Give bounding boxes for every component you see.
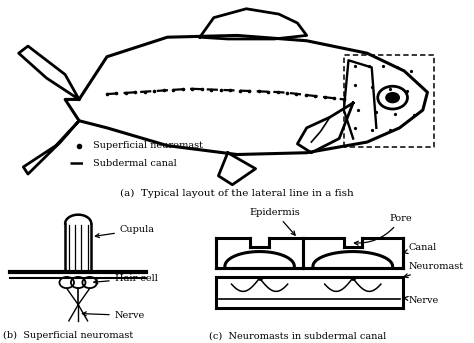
Text: (b)  Superficial neuromast: (b) Superficial neuromast: [3, 331, 133, 340]
Text: Neuromast: Neuromast: [404, 262, 464, 277]
Circle shape: [385, 92, 400, 103]
Text: (c)  Neuromasts in subdermal canal: (c) Neuromasts in subdermal canal: [209, 332, 386, 341]
Text: Hair cell: Hair cell: [94, 274, 157, 284]
Text: Canal: Canal: [403, 243, 437, 253]
Text: (a)  Typical layout of the lateral line in a fish: (a) Typical layout of the lateral line i…: [120, 189, 354, 198]
Text: Nerve: Nerve: [82, 311, 145, 320]
Text: Nerve: Nerve: [403, 296, 439, 305]
Text: Superficial neuromast: Superficial neuromast: [93, 141, 203, 150]
Text: Epidermis: Epidermis: [249, 208, 301, 235]
Text: Subdermal canal: Subdermal canal: [93, 159, 177, 168]
Text: Pore: Pore: [355, 214, 412, 245]
Text: Cupula: Cupula: [95, 225, 155, 238]
